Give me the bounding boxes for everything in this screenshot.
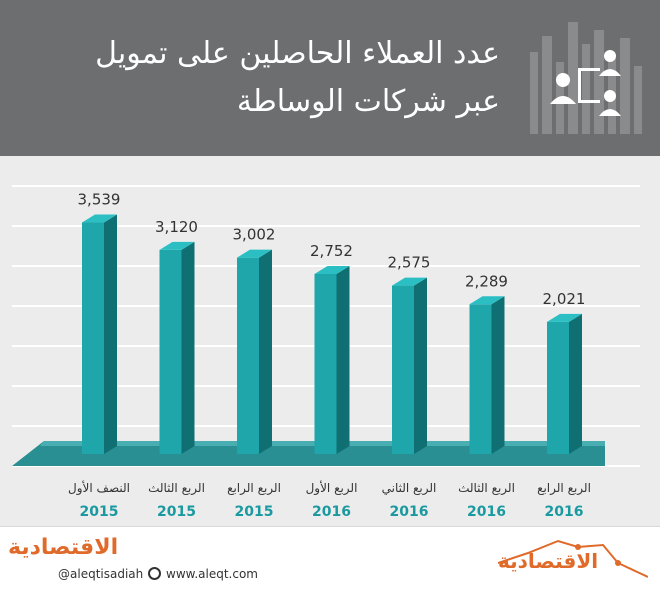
bar-2016-4 <box>392 277 427 454</box>
website-link[interactable]: www.aleqt.com <box>166 567 258 581</box>
category-period-label: الربع الثاني <box>382 481 437 496</box>
value-label: 2,752 <box>310 242 353 260</box>
trend-line-logo-icon <box>498 539 648 578</box>
category-year-label: 2016 <box>467 504 506 520</box>
category-period-label: الربع الثالث <box>458 481 515 496</box>
category-labels: النصف الأول 2015 الربع الثالث 2015 الربع الر… <box>68 480 591 520</box>
chart-title-line1: عدد العملاء الحاصلين على تمويل <box>95 36 500 71</box>
category-year-label: 2015 <box>235 504 274 520</box>
bar-2015-1 <box>159 241 195 454</box>
value-label: 2,575 <box>388 254 431 272</box>
chart-title-line2: عبر شركات الوساطة <box>236 84 500 119</box>
bars <box>82 214 582 454</box>
category-period-label: النصف الأول <box>68 480 130 496</box>
publication-logo-right: الاقتصادية <box>498 549 599 573</box>
value-label: 3,539 <box>78 191 121 209</box>
category-year-label: 2015 <box>157 504 196 520</box>
header-banner: عدد العملاء الحاصلين على تمويل عبر شركات… <box>0 0 660 156</box>
publication-logo: الاقتصادية <box>8 535 119 560</box>
bar-chart: 3,539 3,120 3,002 2,752 2,575 2,289 2,021 النص… <box>12 185 640 520</box>
category-year-label: 2016 <box>312 504 351 520</box>
twitter-handle[interactable]: @aleqtisadiah <box>58 567 144 581</box>
bar-2016-3 <box>314 266 350 454</box>
value-label: 3,002 <box>233 226 276 244</box>
category-period-label: الربع الأول <box>306 480 358 496</box>
value-labels: 3,539 3,120 3,002 2,752 2,575 2,289 2,021 <box>78 191 586 308</box>
category-year-label: 2016 <box>390 504 429 520</box>
value-label: 3,120 <box>155 218 198 236</box>
value-label: 2,021 <box>543 290 586 308</box>
category-period-label: الربع الثالث <box>148 481 205 496</box>
footer: الاقتصادية @aleqtisadiah www.aleqt.com ا… <box>0 526 660 598</box>
bar-2015-0 <box>82 214 117 454</box>
bar-2015-2 <box>237 249 272 454</box>
globe-icon <box>148 567 161 580</box>
category-year-label: 2015 <box>80 504 119 520</box>
people-network-icon <box>530 22 642 134</box>
category-period-label: الربع الرابع <box>537 481 591 496</box>
category-year-label: 2016 <box>545 504 584 520</box>
category-period-label: الربع الرابع <box>227 481 281 496</box>
bar-2016-5 <box>469 296 505 454</box>
bar-2016-6 <box>547 313 582 454</box>
value-label: 2,289 <box>465 272 508 290</box>
